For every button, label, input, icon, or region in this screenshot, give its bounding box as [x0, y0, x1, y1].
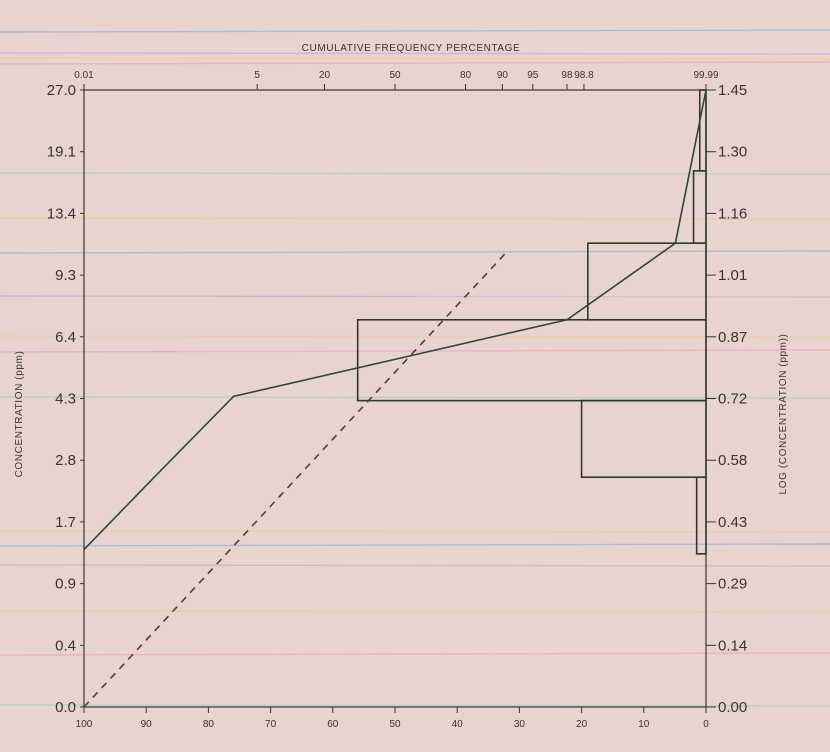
ruling-line-15 [0, 652, 830, 656]
y-right-tick-label-10: 0.00 [718, 699, 747, 716]
y-left-tick-label-7: 1.7 [55, 514, 76, 531]
x-top-tick-label-2: 20 [319, 70, 331, 81]
ruling-line-16 [0, 704, 830, 707]
x-bottom-tick-label-3: 70 [265, 719, 277, 730]
ruling-line-10 [0, 396, 830, 399]
histogram-bar-2 [356, 318, 707, 402]
y-right-tick-label-7: 0.43 [718, 514, 747, 531]
x-bottom-tick-label-0: 100 [76, 719, 93, 730]
histogram-bar-0 [695, 476, 707, 555]
y-right-tick-label-1: 1.30 [718, 144, 747, 161]
y-left-tick-label-9: 0.4 [55, 637, 76, 654]
series-lines [83, 89, 707, 708]
histogram-bar-1 [580, 399, 707, 479]
y-left-tick-label-3: 9.3 [55, 267, 76, 284]
axis-ticks: 27.0 19.1 13.4 9.3 6.4 4.3 2.8 1.7 0.9 0.4 0.0 1.45… [47, 70, 747, 730]
y-left-tick-label-0: 27.0 [47, 82, 76, 99]
x-top-tick-label-9: 99.99 [693, 70, 718, 81]
histogram-bar-3 [587, 242, 707, 321]
paper-ruling-lines [0, 29, 830, 707]
y-right-tick-label-0: 1.45 [718, 82, 747, 99]
y-left-tick-label-4: 6.4 [55, 329, 76, 346]
y-left-tick-label-5: 4.3 [55, 391, 76, 408]
ruling-line-2 [0, 57, 830, 60]
x-bottom-tick-label-7: 30 [514, 719, 526, 730]
x-bottom-tick-label-5: 50 [389, 719, 401, 730]
y-left-tick-label-2: 13.4 [47, 205, 76, 222]
ruling-line-4 [0, 172, 830, 175]
histogram-bar-5 [698, 89, 707, 172]
x-bottom-tick-label-8: 20 [576, 719, 588, 730]
y-right-tick-label-2: 1.16 [718, 205, 747, 222]
ruling-line-8 [0, 335, 830, 338]
x-top-tick-label-0: 0.01 [74, 70, 94, 81]
x-bottom-tick-label-6: 40 [452, 719, 464, 730]
x-top-tick-label-7: 98 [561, 70, 573, 81]
ruling-line-3 [0, 61, 830, 65]
x-bottom-tick-label-1: 90 [141, 719, 153, 730]
histogram-bars [356, 89, 707, 555]
x-bottom-tick-label-9: 10 [638, 719, 650, 730]
series-line-cumulative-probability [83, 89, 707, 551]
y-left-tick-label-1: 19.1 [47, 144, 76, 161]
y-right-tick-label-9: 0.14 [718, 637, 747, 654]
y-left-tick-label-10: 0.0 [55, 699, 76, 716]
y-right-tick-label-4: 0.87 [718, 329, 747, 346]
y-left-tick-label-8: 0.9 [55, 576, 76, 593]
y-right-tick-label-8: 0.29 [718, 576, 747, 593]
x-top-tick-label-8: 98.8 [574, 70, 594, 81]
x-bottom-tick-label-2: 80 [203, 719, 215, 730]
ruling-line-0 [0, 29, 830, 33]
ruling-line-12 [0, 543, 830, 547]
x-bottom-tick-label-10: 0 [703, 719, 709, 730]
y-right-tick-label-3: 1.01 [718, 267, 747, 284]
x-top-tick-label-6: 95 [527, 70, 539, 81]
ruling-line-7 [0, 295, 830, 298]
y-right-tick-label-5: 0.72 [718, 391, 747, 408]
ruling-line-11 [0, 530, 830, 533]
plot-area-frame [83, 89, 707, 708]
chart-title: CUMULATIVE FREQUENCY PERCENTAGE [302, 43, 521, 54]
y-axis-label-left: CONCENTRATION (ppm) [14, 351, 25, 478]
y-axis-label-right: LOG (CONCENTRATION (ppm)) [778, 334, 789, 495]
x-top-tick-label-5: 90 [497, 70, 509, 81]
histogram-bar-4 [692, 170, 707, 244]
x-top-tick-label-3: 50 [389, 70, 401, 81]
x-top-tick-label-1: 5 [254, 70, 260, 81]
y-left-tick-label-6: 2.8 [55, 452, 76, 469]
x-bottom-tick-label-4: 60 [327, 719, 339, 730]
x-top-tick-label-4: 80 [460, 70, 472, 81]
y-right-tick-label-6: 0.58 [718, 452, 747, 469]
ruling-line-1 [0, 52, 830, 55]
ruling-line-14 [0, 610, 830, 613]
ruling-line-13 [0, 564, 830, 567]
ruling-line-6 [0, 250, 830, 254]
ruling-line-5 [0, 217, 830, 220]
